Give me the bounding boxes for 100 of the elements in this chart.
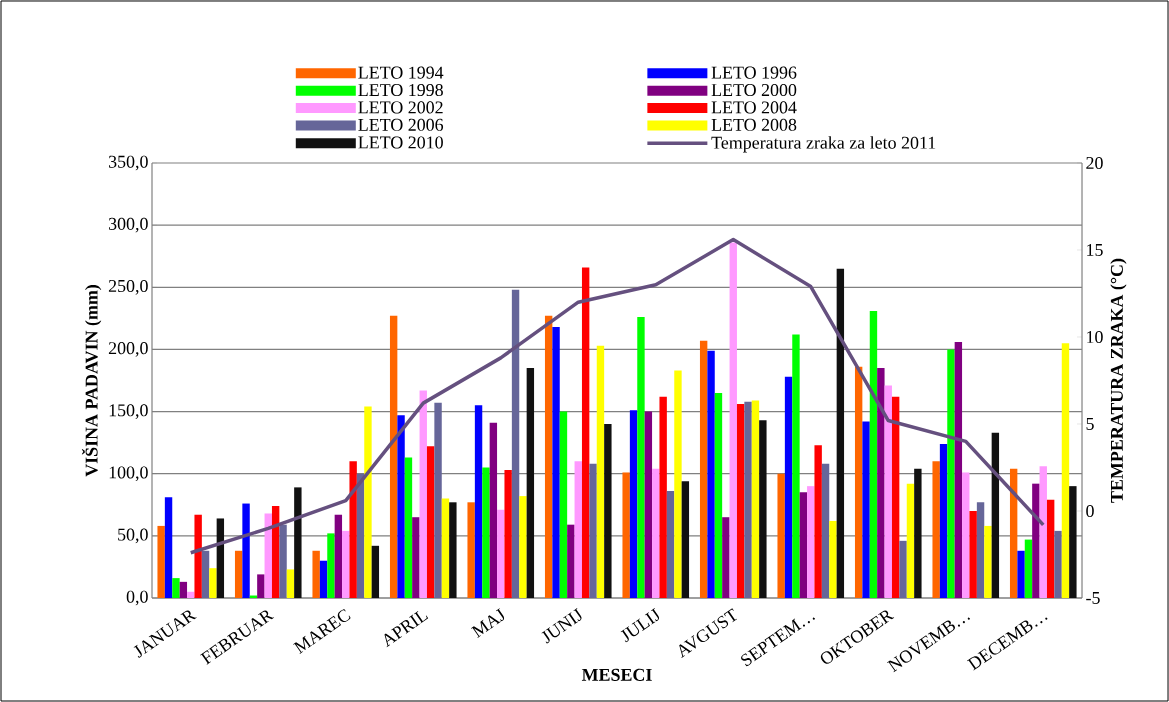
y-tick-label: 250,0 xyxy=(108,279,148,295)
bar xyxy=(1017,550,1025,598)
bar xyxy=(906,483,915,598)
bar xyxy=(674,370,682,598)
bar xyxy=(1054,530,1062,598)
bar xyxy=(862,421,870,598)
y2-tick-label: -5 xyxy=(1086,592,1100,604)
bar xyxy=(356,473,365,598)
bar xyxy=(264,513,272,598)
x-tick-label: MAJ xyxy=(470,608,505,638)
bar xyxy=(544,315,553,598)
bar xyxy=(969,511,977,598)
line-series xyxy=(189,237,1046,555)
bar xyxy=(286,569,295,598)
bar xyxy=(389,315,398,598)
bar xyxy=(947,349,955,598)
bar xyxy=(327,533,335,598)
legend-label: LETO 2008 xyxy=(711,118,797,131)
bar xyxy=(1024,539,1033,598)
y-tick-label: 150,0 xyxy=(109,404,148,419)
bar xyxy=(681,481,690,598)
bar xyxy=(216,518,225,598)
legend-label: LETO 2010 xyxy=(358,136,443,149)
bar xyxy=(744,401,752,598)
legend-label: LETO 1996 xyxy=(711,66,797,79)
bar xyxy=(799,492,808,598)
y-tick-label: 200,0 xyxy=(108,342,148,357)
bar xyxy=(187,591,195,598)
bar xyxy=(1061,343,1070,598)
bar xyxy=(1032,483,1040,598)
bar xyxy=(397,415,405,598)
y2-tick-label: 0 xyxy=(1086,504,1094,518)
bar xyxy=(699,340,708,598)
y-tick-label: 350,0 xyxy=(108,155,148,171)
bar xyxy=(489,422,498,598)
y-axis-title: VIŠINA PADAVIN (mm) xyxy=(81,285,102,477)
bar xyxy=(482,467,490,598)
bar xyxy=(914,468,922,598)
bar xyxy=(581,267,590,598)
legend-label: LETO 2000 xyxy=(711,83,797,97)
bar xyxy=(714,392,723,598)
y2-tick-label: 10 xyxy=(1087,330,1103,344)
bar xyxy=(519,496,527,598)
bar xyxy=(976,502,985,598)
bar xyxy=(209,568,217,598)
bar xyxy=(467,502,475,598)
bar xyxy=(751,400,760,598)
bar xyxy=(157,525,165,598)
bar xyxy=(164,497,173,598)
bar xyxy=(984,525,992,598)
bar xyxy=(666,491,675,598)
legend-label: LETO 1994 xyxy=(358,66,444,79)
bar xyxy=(342,530,350,598)
bar xyxy=(294,487,302,598)
bar xyxy=(962,472,970,598)
bar xyxy=(736,404,745,598)
bar xyxy=(1009,468,1018,598)
bar xyxy=(637,317,645,598)
bar xyxy=(319,560,328,598)
bar xyxy=(364,406,372,598)
bar xyxy=(474,405,483,598)
bar xyxy=(504,469,512,598)
bar xyxy=(279,524,287,598)
bar xyxy=(884,385,892,598)
bar xyxy=(412,517,420,598)
bar xyxy=(404,457,413,598)
y2-tick-label: 15 xyxy=(1087,243,1103,256)
legend-label: LETO 2004 xyxy=(711,101,797,114)
bar xyxy=(807,486,815,598)
legend-label: LETO 2002 xyxy=(358,101,443,114)
bar xyxy=(784,376,793,598)
bar xyxy=(526,368,535,598)
bar xyxy=(759,420,767,598)
bar xyxy=(1069,486,1077,598)
bar xyxy=(854,366,863,598)
bar xyxy=(659,396,667,598)
bar xyxy=(899,540,907,598)
bar xyxy=(434,402,442,598)
y2-tick-label: 20 xyxy=(1086,156,1103,170)
bar xyxy=(629,410,638,598)
y-tick-label: 0,0 xyxy=(126,590,148,606)
bar xyxy=(242,503,250,598)
bar xyxy=(419,390,427,598)
y-tick-label: 300,0 xyxy=(108,217,148,233)
bar xyxy=(877,368,885,598)
bar xyxy=(932,461,940,598)
legend-label: LETO 1998 xyxy=(358,83,443,97)
bar xyxy=(622,472,630,598)
bar xyxy=(836,268,845,598)
bar xyxy=(371,545,380,598)
bar xyxy=(567,524,575,598)
bar xyxy=(589,463,597,598)
y-tick-label: 50,0 xyxy=(118,528,148,544)
bar xyxy=(511,289,520,598)
bar xyxy=(722,517,730,598)
bar xyxy=(201,550,210,598)
bar xyxy=(652,468,660,598)
bar xyxy=(312,550,320,598)
bar xyxy=(869,310,878,598)
bar xyxy=(552,327,560,598)
